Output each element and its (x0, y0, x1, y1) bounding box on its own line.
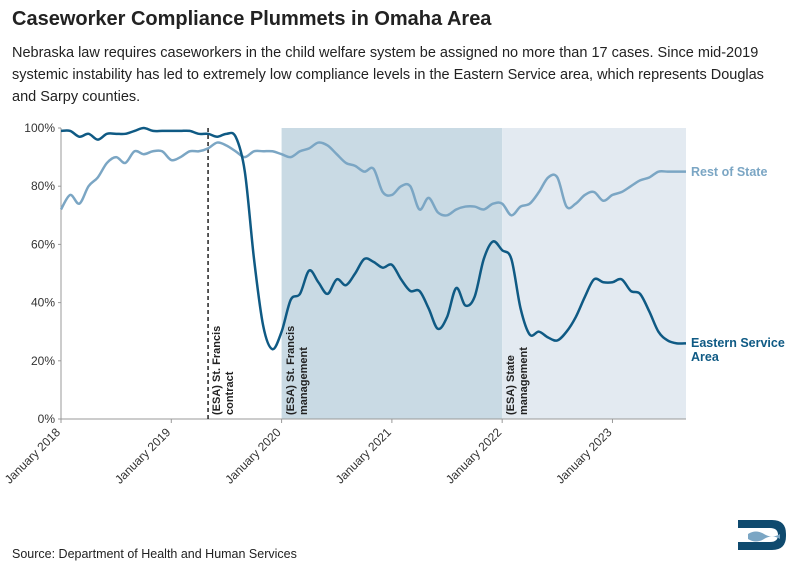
logo (738, 520, 786, 550)
source: Source: Department of Health and Human S… (12, 547, 297, 561)
x-tick-label: January 2022 (443, 425, 505, 487)
y-tick-label: 60% (31, 237, 55, 251)
plot-background (281, 128, 686, 419)
series-line (59, 141, 686, 217)
y-tick-label: 0% (38, 412, 56, 426)
annotation: (ESA) St. Francis management (284, 325, 310, 415)
y-tick-label: 100% (24, 121, 55, 135)
x-tick-label: January 2023 (553, 425, 615, 487)
chart-subtitle: Nebraska law requires caseworkers in the… (12, 45, 764, 105)
series-line (60, 126, 687, 351)
x-tick-label: January 2020 (222, 425, 284, 487)
y-tick-label: 80% (31, 179, 55, 193)
x-tick-label: January 2021 (333, 425, 395, 487)
period-shade (281, 128, 503, 419)
x-tick-label: January 2019 (112, 425, 174, 487)
x-tick-label: January 2018 (2, 425, 64, 487)
chart-title: Caseworker Compliance Plummets in Omaha … (12, 8, 492, 30)
series-label: Eastern Service Area (691, 336, 785, 365)
y-tick-label: 20% (31, 354, 55, 368)
y-tick-label: 40% (31, 296, 55, 310)
annotation: (ESA) State management (505, 347, 531, 415)
annotation: (ESA) St. Francis contract (211, 325, 237, 415)
period-shade (502, 128, 686, 419)
series-label: Rest of State (691, 164, 768, 179)
